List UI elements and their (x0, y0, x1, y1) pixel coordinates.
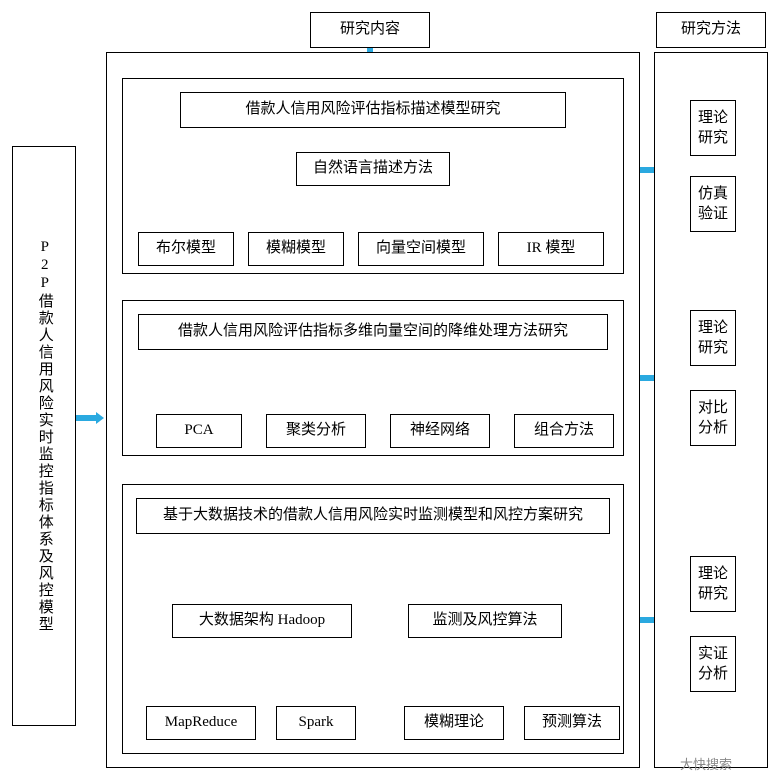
watermark: 大快搜索 (680, 754, 732, 773)
node-s2b2: 聚类分析 (266, 414, 366, 448)
node-s1b1: 布尔模型 (138, 232, 234, 266)
node-s3c2: Spark (276, 706, 356, 740)
node-leftSide: P2P借款人信用风险实时监控指标体系及风控模型 (12, 146, 76, 726)
node-s1Title: 借款人信用风险评估指标描述模型研究 (180, 92, 566, 128)
node-s2b3: 神经网络 (390, 414, 490, 448)
node-s1b4: IR 模型 (498, 232, 604, 266)
node-r1a: 理论研究 (690, 100, 736, 156)
node-s2b4: 组合方法 (514, 414, 614, 448)
node-r3a: 理论研究 (690, 556, 736, 612)
node-r1b: 仿真验证 (690, 176, 736, 232)
node-s3a: 大数据架构 Hadoop (172, 604, 352, 638)
node-s3b: 监测及风控算法 (408, 604, 562, 638)
node-s2Title: 借款人信用风险评估指标多维向量空间的降维处理方法研究 (138, 314, 608, 350)
node-r2b: 对比分析 (690, 390, 736, 446)
node-topContent: 研究内容 (310, 12, 430, 48)
blue-arrow-3 (76, 412, 104, 424)
node-topMethod: 研究方法 (656, 12, 766, 48)
node-s2b1: PCA (156, 414, 242, 448)
node-s3c4: 预测算法 (524, 706, 620, 740)
node-s1b3: 向量空间模型 (358, 232, 484, 266)
node-s3c1: MapReduce (146, 706, 256, 740)
node-r3b: 实证分析 (690, 636, 736, 692)
diagram-canvas: P2P借款人信用风险实时监控指标体系及风控模型 研究内容 研究方法借款人信用风险评估… (0, 0, 772, 781)
node-r2a: 理论研究 (690, 310, 736, 366)
node-s3Title: 基于大数据技术的借款人信用风险实时监测模型和风控方案研究 (136, 498, 610, 534)
node-s1Nlp: 自然语言描述方法 (296, 152, 450, 186)
node-s3c3: 模糊理论 (404, 706, 504, 740)
node-s1b2: 模糊模型 (248, 232, 344, 266)
